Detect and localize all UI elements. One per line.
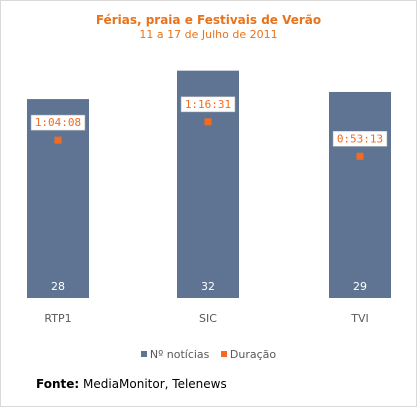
bar-rtp1 bbox=[27, 99, 89, 299]
duration-marker bbox=[204, 118, 212, 126]
category-label: TVI bbox=[350, 312, 369, 325]
category-label: RTP1 bbox=[44, 312, 71, 325]
duration-label: 1:16:31 bbox=[185, 98, 231, 111]
legend-item-duracao: Duração bbox=[220, 348, 277, 361]
source-note: Fonte: MediaMonitor, Telenews bbox=[36, 377, 227, 391]
bar-value-label: 29 bbox=[353, 280, 367, 293]
duration-label: 1:04:08 bbox=[35, 116, 81, 129]
duration-label-box bbox=[30, 114, 86, 131]
source-text: MediaMonitor, Telenews bbox=[83, 377, 227, 391]
legend-swatch-noticias bbox=[140, 351, 147, 357]
chart-legend: Nº notícias Duração bbox=[0, 348, 417, 361]
duration-marker bbox=[54, 136, 62, 144]
legend-swatch-duracao bbox=[220, 351, 227, 357]
bar-value-label: 32 bbox=[201, 280, 215, 293]
source-label: Fonte: bbox=[36, 377, 80, 391]
duration-marker bbox=[356, 152, 364, 160]
chart-title: Férias, praia e Festivais de Verão bbox=[95, 13, 322, 27]
bar-value-label: 28 bbox=[51, 280, 65, 293]
duration-label: 0:53:13 bbox=[337, 132, 383, 145]
legend-label-noticias: Nº notícias bbox=[149, 348, 210, 361]
legend-item-noticias: Nº notícias bbox=[140, 348, 210, 361]
duration-label-box bbox=[180, 96, 236, 113]
category-label: SIC bbox=[199, 312, 217, 325]
chart-plot: 28 1:04:08 RTP1 32 1:16:31 SIC 29 0:53:13 TVI bbox=[27, 70, 391, 325]
legend-label-duracao: Duração bbox=[229, 348, 277, 361]
duration-label-box bbox=[332, 130, 388, 147]
chart-subtitle: 11 a 17 de Julho de 2011 bbox=[139, 28, 278, 41]
bar-tvi bbox=[329, 91, 391, 298]
